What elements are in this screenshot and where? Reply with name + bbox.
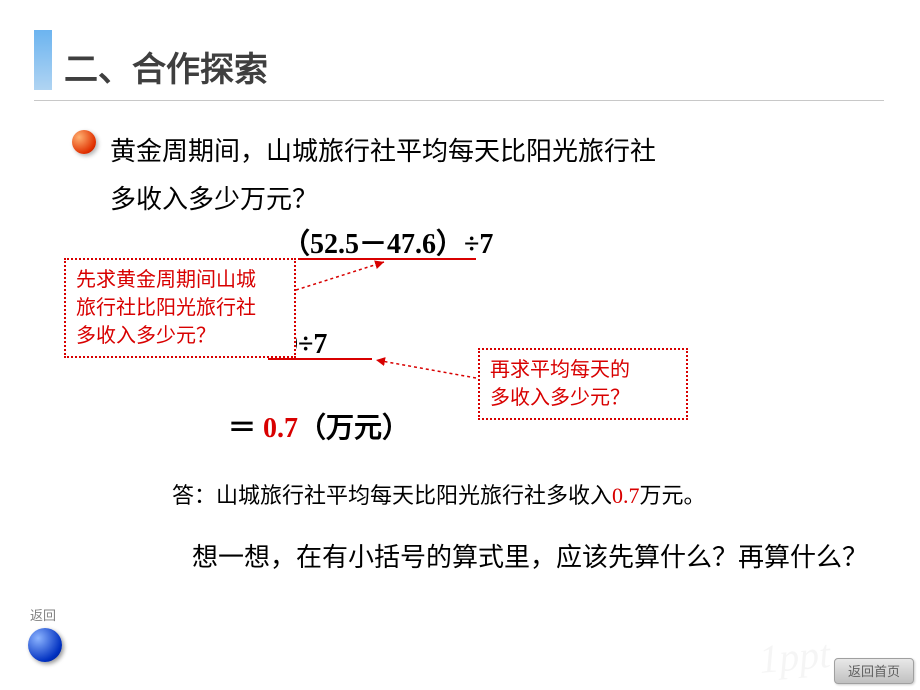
result-unit: （万元） — [298, 413, 410, 444]
bullet-icon — [72, 130, 96, 154]
note2-line2: 多收入多少元？ — [490, 387, 630, 409]
accent-bar — [34, 30, 52, 90]
back-button[interactable] — [28, 628, 62, 662]
problem-line-2: 多收入多少万元？ — [110, 185, 318, 214]
expression-1: （52.5－47.6）÷7 — [282, 222, 493, 262]
annotation-box-1: 先求黄金周期间山城 旅行社比阳光旅行社 多收入多少元？ — [64, 258, 296, 358]
annotation-box-2: 再求平均每天的 多收入多少元？ — [478, 348, 688, 420]
result-value: 0.7 — [263, 413, 298, 444]
arrow-2 — [372, 358, 482, 388]
expression-3: ＝ 0.7（万元） — [228, 406, 410, 446]
answer-suffix: 万元。 — [640, 483, 706, 508]
note1-line2: 旅行社比阳光旅行社 — [76, 297, 256, 319]
eq-sign-3: ＝ — [228, 413, 256, 444]
section-heading: 二、合作探索 — [64, 42, 268, 91]
problem-line-1: 黄金周期间，山城旅行社平均每天比阳光旅行社 — [110, 137, 656, 166]
think-prompt: 想一想，在有小括号的算式里，应该先算什么？再算什么？ — [140, 532, 880, 584]
home-button[interactable]: 返回首页 — [834, 658, 914, 684]
note2-line1: 再求平均每天的 — [490, 359, 630, 381]
note1-line3: 多收入多少元？ — [76, 325, 216, 347]
back-label: 返回 — [30, 605, 56, 624]
problem-statement: 黄金周期间，山城旅行社平均每天比阳光旅行社 多收入多少万元？ — [110, 128, 656, 224]
note1-line1: 先求黄金周期间山城 — [76, 269, 256, 291]
answer-line: 答：山城旅行社平均每天比阳光旅行社多收入0.7万元。 — [172, 478, 706, 510]
underline-2 — [268, 358, 372, 360]
answer-value: 0.7 — [612, 483, 640, 508]
arrow-1 — [296, 260, 396, 300]
answer-prefix: 答：山城旅行社平均每天比阳光旅行社多收入 — [172, 483, 612, 508]
watermark: 1ppt — [757, 630, 832, 683]
divider — [34, 100, 884, 101]
